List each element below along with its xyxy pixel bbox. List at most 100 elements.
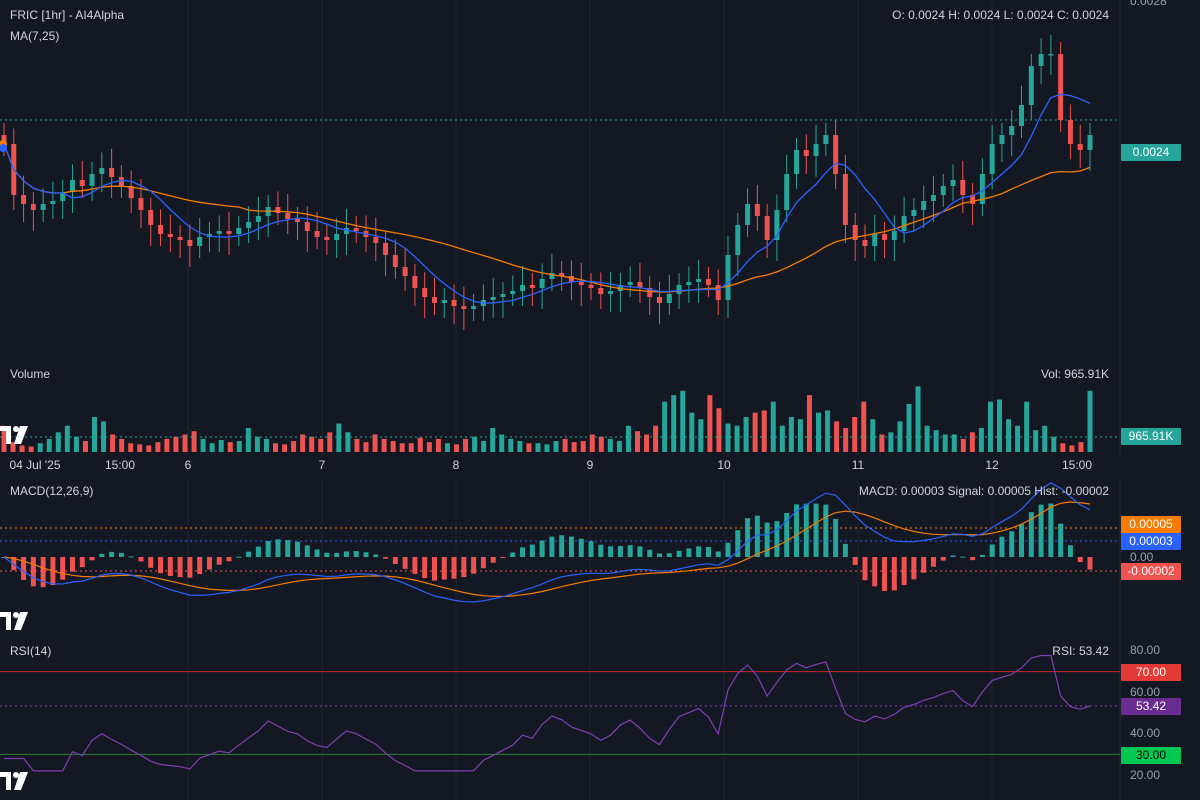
volume-bar	[825, 410, 831, 452]
macd-histogram-bar	[764, 522, 770, 557]
volume-bar	[671, 395, 677, 452]
volume-bar	[580, 441, 586, 452]
macd-histogram-bar	[676, 550, 682, 557]
macd-histogram-bar	[754, 515, 760, 557]
macd-histogram-bar	[637, 546, 643, 557]
volume-bar	[327, 432, 333, 452]
candle-body	[69, 180, 75, 192]
volume-bar	[915, 386, 921, 452]
volume-bar	[625, 425, 631, 452]
candle-body	[549, 273, 555, 279]
candle-body	[412, 276, 418, 288]
macd-pane[interactable]: MACD(12,26,9) MACD: 0.00003 Signal: 0.00…	[0, 480, 1200, 640]
macd-histogram-bar	[882, 557, 888, 591]
price-pane[interactable]: FRIC [1hr] - AI4Alpha MA(7,25) O: 0.0024…	[0, 0, 1200, 360]
candle-body	[99, 168, 105, 174]
candle-body	[431, 297, 437, 303]
macd-line	[3, 482, 1091, 603]
volume-bar	[28, 446, 34, 452]
macd-histogram-bar	[784, 513, 790, 557]
macd-histogram-bar	[363, 552, 369, 557]
macd-histogram-bar	[862, 557, 868, 581]
macd-histogram-bar	[970, 557, 976, 561]
volume-bar	[10, 442, 16, 452]
volume-chart[interactable]	[0, 360, 1200, 455]
volume-bar	[381, 438, 387, 452]
time-axis[interactable]	[0, 455, 1200, 480]
candle-body	[304, 222, 310, 231]
volume-bar	[987, 401, 993, 452]
price-chart[interactable]	[0, 0, 1200, 360]
candle-body	[402, 267, 408, 276]
macd-histogram-bar	[118, 552, 124, 557]
volume-bar	[200, 438, 206, 452]
candle-body	[930, 195, 936, 201]
volume-bar	[598, 436, 604, 452]
macd-histogram-bar	[666, 553, 672, 557]
macd-zero-label: 0.00	[1130, 550, 1154, 564]
rsi-tick-40: 40.00	[1130, 726, 1161, 740]
candle-body	[686, 282, 692, 285]
rsi-upper-tag: 70.00	[1121, 664, 1181, 681]
macd-histogram-bar	[343, 551, 349, 557]
macd-histogram-bar	[578, 538, 584, 557]
macd-signal-line	[3, 501, 1091, 598]
candle-body	[383, 243, 389, 255]
candle-body	[1, 135, 7, 144]
volume-bar	[336, 423, 342, 452]
macd-histogram-bar	[559, 535, 565, 557]
macd-histogram-bar	[705, 546, 711, 557]
macd-chart[interactable]	[0, 480, 1200, 640]
candle-body	[559, 273, 565, 276]
macd-histogram-bar	[921, 557, 927, 573]
candle-body	[187, 240, 193, 246]
volume-bar	[499, 434, 505, 452]
candle-body	[793, 150, 799, 174]
volume-bar	[282, 444, 288, 452]
volume-bar	[779, 425, 785, 452]
macd-histogram-bar	[402, 557, 408, 569]
volume-bar	[291, 441, 297, 452]
candle-body	[833, 135, 839, 174]
macd-histogram-bar	[1009, 531, 1015, 557]
candle-body	[158, 225, 164, 234]
macd-histogram-bar	[833, 518, 839, 557]
volume-bar	[1051, 436, 1057, 452]
macd-histogram-bar	[441, 557, 447, 580]
tradingview-logo-icon	[0, 772, 28, 790]
volume-bar	[933, 430, 939, 452]
macd-histogram-bar	[539, 540, 545, 557]
macd-histogram-bar	[901, 557, 907, 586]
volume-bar	[182, 434, 188, 452]
macd-histogram-bar	[422, 557, 428, 579]
volume-bar	[1042, 425, 1048, 452]
volume-bar	[481, 441, 487, 452]
volume-pane[interactable]: Volume Vol: 965.91K 965.91K	[0, 360, 1200, 455]
macd-histogram-bar	[627, 545, 633, 557]
volume-bar	[92, 417, 97, 452]
rsi-pane[interactable]: RSI(14) RSI: 53.42 80.00 70.00 60.00 53.…	[0, 640, 1200, 800]
volume-bar	[752, 412, 758, 452]
volume-bar	[843, 427, 849, 452]
rsi-chart[interactable]	[0, 640, 1200, 800]
candle-body	[255, 216, 261, 222]
candle-body	[490, 297, 496, 300]
candle-body	[539, 279, 545, 288]
candle-body	[774, 210, 780, 240]
candle-body	[637, 282, 643, 288]
tradingview-logo-icon	[0, 612, 28, 630]
macd-histogram-bar	[431, 557, 437, 581]
candle-body	[128, 186, 134, 198]
macd-histogram-bar	[265, 541, 271, 557]
volume-bar	[734, 425, 740, 452]
macd-histogram-bar	[99, 553, 105, 557]
volume-bar	[73, 436, 79, 452]
macd-histogram-bar	[852, 557, 858, 565]
volume-bar	[119, 438, 125, 452]
price-tag: 0.0024	[1121, 144, 1181, 161]
candle-body	[422, 288, 428, 297]
volume-bar	[1087, 390, 1093, 452]
macd-histogram-bar	[206, 557, 212, 570]
macd-histogram-bar	[842, 543, 848, 557]
volume-bar	[906, 403, 912, 452]
